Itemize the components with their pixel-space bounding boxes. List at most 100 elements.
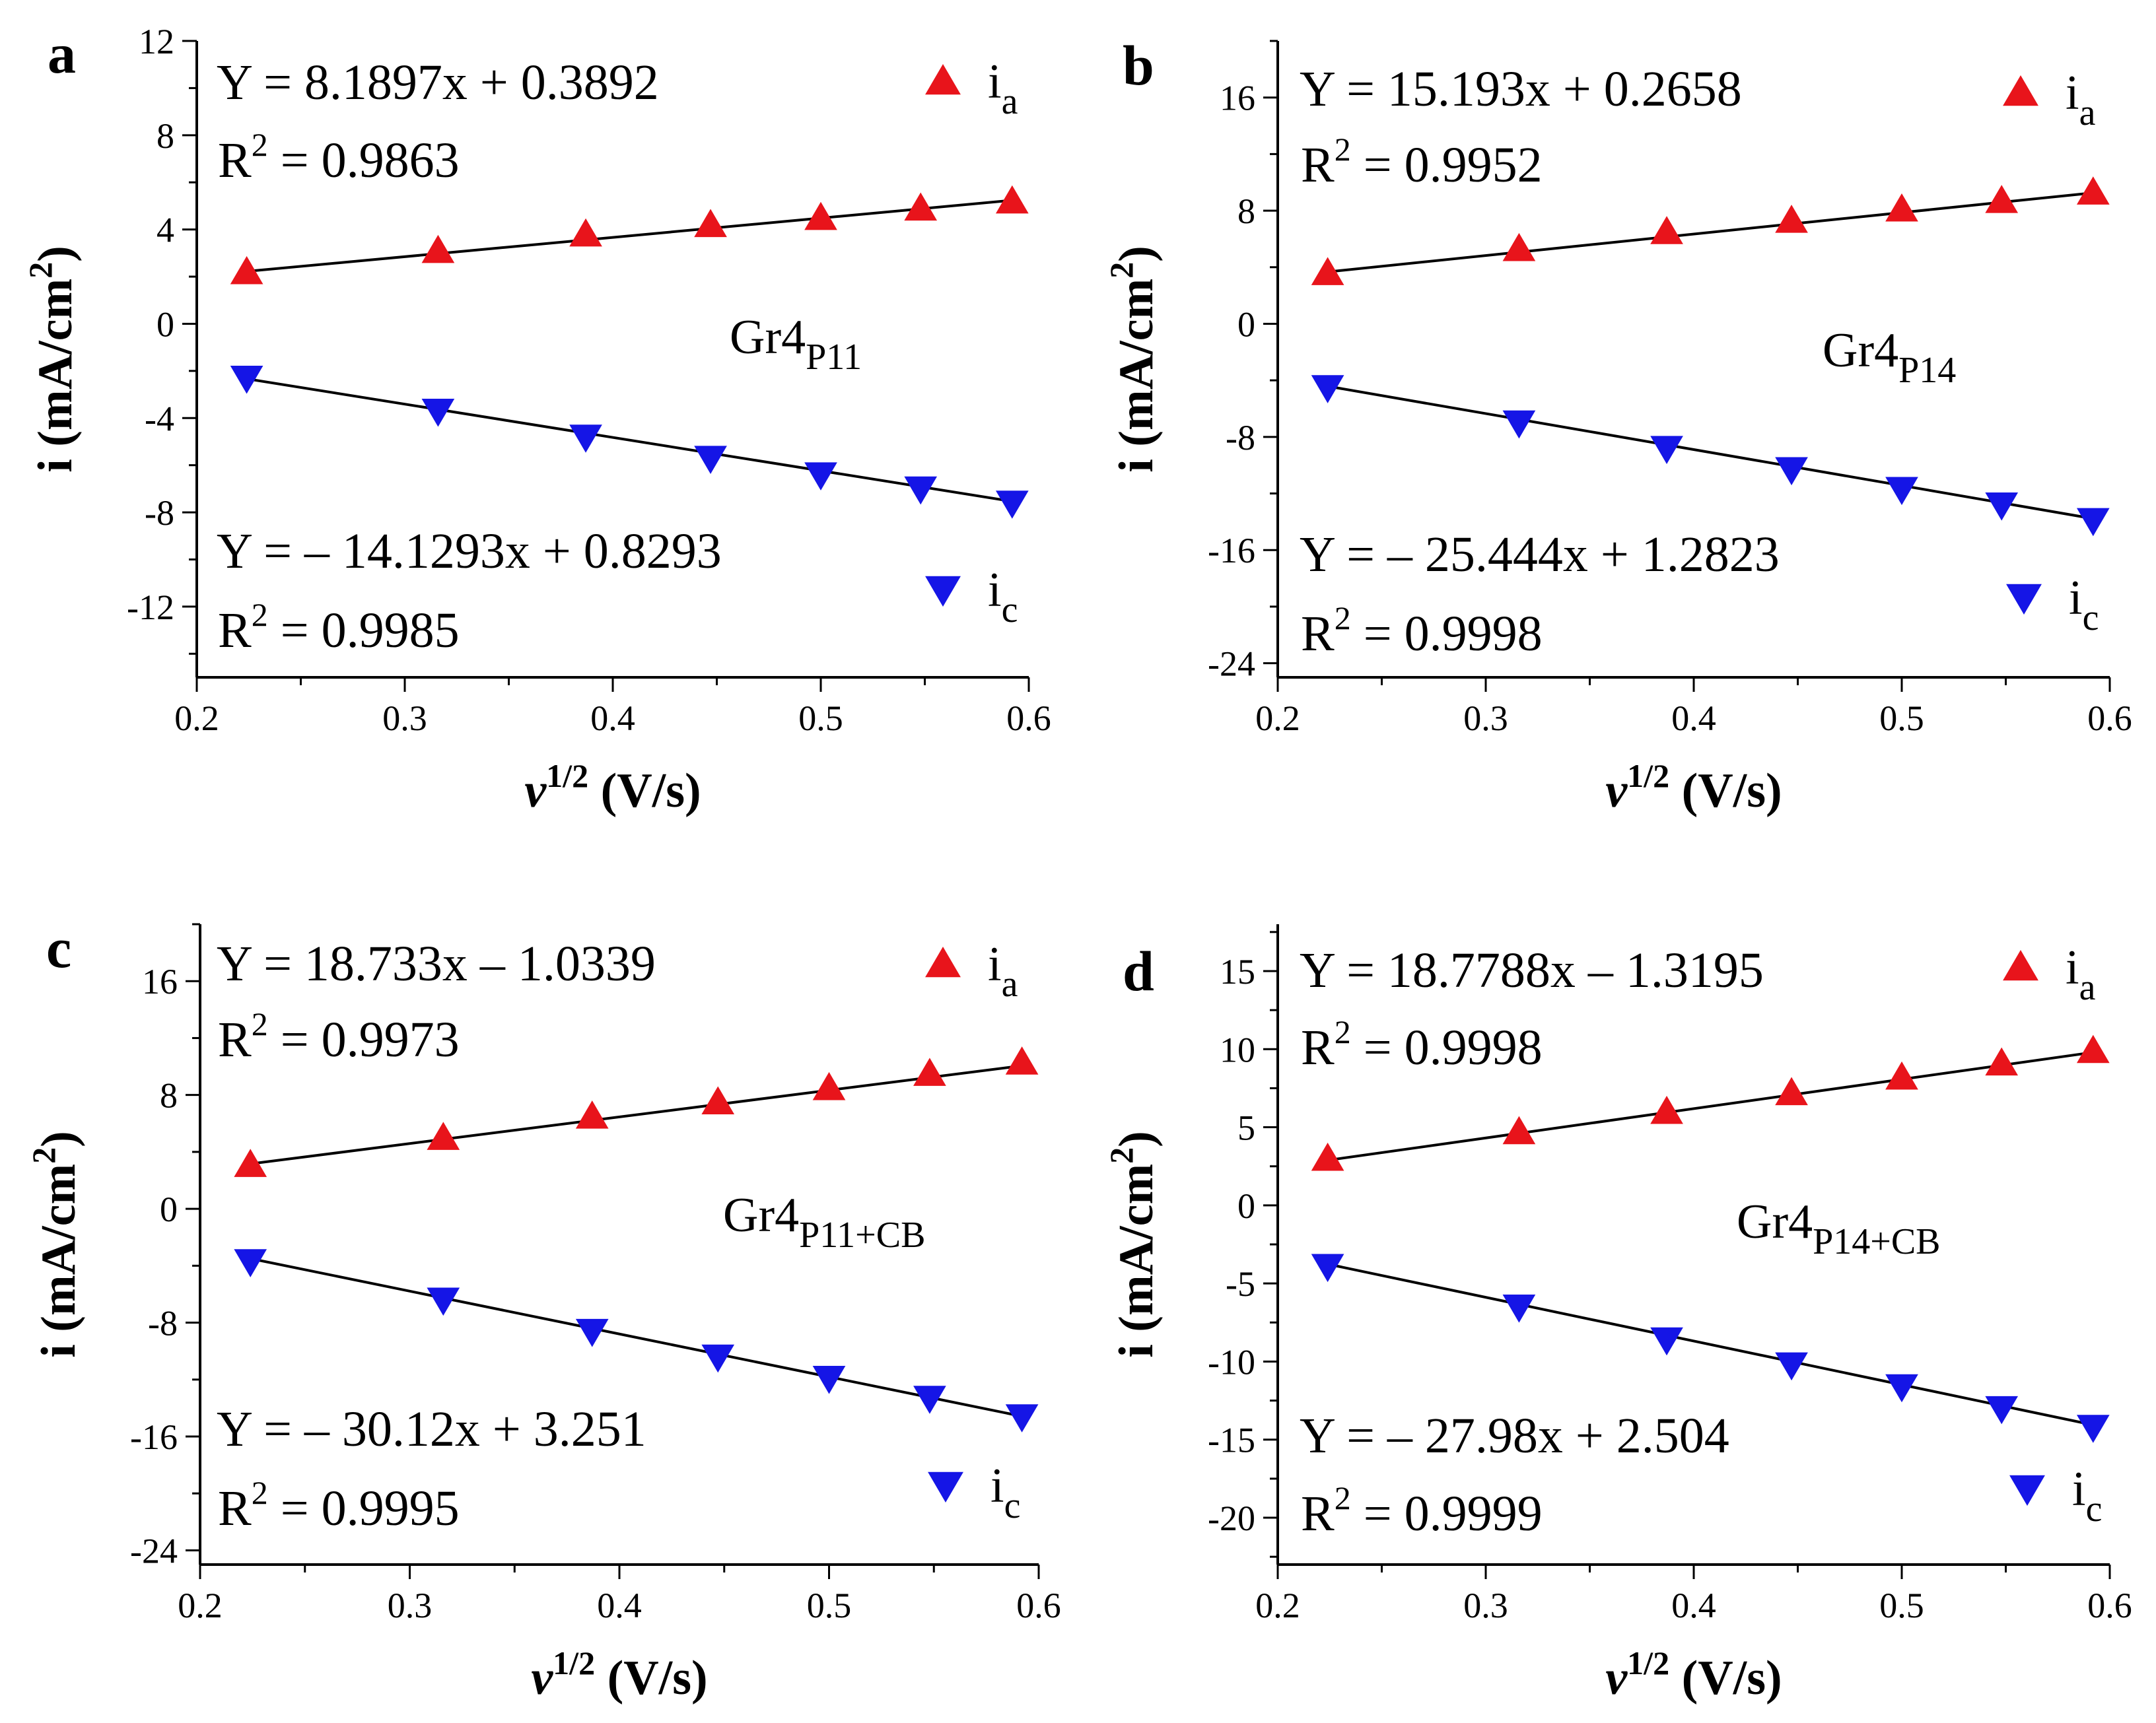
panel-letter: b bbox=[1123, 34, 1154, 97]
data-point-ic bbox=[421, 398, 455, 427]
x-axis-unit: (V/s) bbox=[1669, 1651, 1782, 1705]
equation-ic: Y = – 27.98x + 2.504 bbox=[1300, 1408, 1729, 1464]
r-superscript: 2 bbox=[1335, 599, 1351, 636]
data-point-ia bbox=[1502, 1116, 1536, 1145]
data-point-ia bbox=[569, 218, 602, 247]
r-superscript: 2 bbox=[252, 1005, 268, 1042]
legend-label-base: i bbox=[2066, 941, 2079, 995]
data-point-ic bbox=[701, 1344, 735, 1373]
data-point-ia bbox=[230, 255, 263, 285]
x-tick-label: 0.6 bbox=[2087, 1586, 2132, 1625]
data-point-ic bbox=[1005, 1404, 1039, 1433]
data-point-ia bbox=[1775, 205, 1808, 233]
sample-label-base: Gr4 bbox=[1823, 323, 1898, 378]
y-axis-main: i (mA/cm bbox=[1109, 279, 1164, 473]
y-axis-main: i (mA/cm bbox=[1109, 1164, 1164, 1358]
x-tick-label: 0.6 bbox=[1016, 1586, 1061, 1625]
y-axis-main: i (mA/cm bbox=[28, 279, 83, 473]
y-axis-main: i (mA/cm bbox=[32, 1164, 86, 1358]
x-axis-unit: (V/s) bbox=[588, 764, 701, 818]
y-tick-label: -12 bbox=[127, 588, 174, 627]
r-squared-ia: R2 = 0.9973 bbox=[218, 1005, 460, 1067]
sample-label: Gr4P11 bbox=[730, 310, 862, 378]
r-superscript: 2 bbox=[252, 126, 268, 163]
x-axis-symbol: v bbox=[531, 1651, 553, 1705]
r-symbol: R bbox=[1301, 1020, 1335, 1075]
x-tick-label: 0.6 bbox=[1006, 698, 1051, 738]
r-squared-ic: R2 = 0.9999 bbox=[1301, 1479, 1543, 1541]
r-squared-value: = 0.9999 bbox=[1351, 1486, 1543, 1541]
sample-label-base: Gr4 bbox=[1737, 1195, 1813, 1249]
data-point-ia bbox=[2076, 176, 2110, 205]
legend-label-base: i bbox=[988, 55, 1002, 109]
sample-label: Gr4P14+CB bbox=[1737, 1195, 1941, 1262]
y-tick-label: 8 bbox=[1237, 191, 1255, 231]
y-tick-label: 0 bbox=[1237, 1186, 1255, 1226]
data-point-ia bbox=[995, 185, 1029, 214]
data-point-ic bbox=[694, 446, 727, 474]
y-axis-superscript: 2 bbox=[25, 1147, 62, 1164]
data-point-ia bbox=[421, 234, 455, 263]
legend-marker-ic bbox=[928, 1471, 963, 1503]
fit-line-ia bbox=[250, 1064, 1022, 1165]
legend-marker-ia bbox=[925, 947, 961, 978]
fit-line-ic bbox=[1327, 385, 2094, 520]
data-point-ic bbox=[812, 1366, 846, 1394]
x-axis-title: v1/2 (V/s) bbox=[524, 757, 701, 818]
r-superscript: 2 bbox=[252, 596, 268, 633]
data-point-ic bbox=[575, 1318, 609, 1347]
x-axis-superscript: 1/2 bbox=[553, 1644, 595, 1681]
data-point-ic bbox=[1502, 1295, 1536, 1323]
x-tick-label: 0.5 bbox=[807, 1586, 852, 1625]
x-axis-unit: (V/s) bbox=[1669, 764, 1782, 818]
data-point-ia bbox=[812, 1071, 846, 1100]
legend-marker-ic bbox=[2006, 584, 2042, 615]
x-axis-superscript: 1/2 bbox=[1627, 757, 1669, 794]
data-point-ic bbox=[913, 1386, 946, 1414]
sample-label-subscript: P11+CB bbox=[799, 1215, 925, 1256]
legend-label-subscript: c bbox=[1002, 590, 1018, 630]
data-point-ic bbox=[904, 476, 938, 505]
y-tick-label: -24 bbox=[1208, 644, 1255, 684]
data-point-ia bbox=[1005, 1046, 1039, 1075]
r-squared-ic: R2 = 0.9998 bbox=[1301, 599, 1543, 661]
y-tick-label: 12 bbox=[139, 22, 174, 61]
x-tick-label: 0.5 bbox=[798, 698, 843, 738]
data-point-ic bbox=[1311, 1254, 1344, 1283]
equation-ia: Y = 8.1897x + 0.3892 bbox=[217, 55, 659, 110]
r-squared-ia: R2 = 0.9952 bbox=[1301, 131, 1543, 193]
r-squared-ic: R2 = 0.9995 bbox=[218, 1474, 460, 1536]
y-tick-label: -16 bbox=[1208, 531, 1255, 570]
sample-label-subscript: P11 bbox=[806, 337, 862, 378]
x-axis-symbol: v bbox=[524, 764, 547, 818]
data-point-ic bbox=[1775, 1352, 1808, 1381]
y-tick-label: -24 bbox=[130, 1531, 178, 1571]
x-axis-unit: (V/s) bbox=[595, 1651, 708, 1705]
data-point-ic bbox=[569, 424, 602, 453]
y-tick-label: 10 bbox=[1220, 1030, 1255, 1069]
panel-letter: d bbox=[1123, 939, 1154, 1003]
x-axis-title: v1/2 (V/s) bbox=[1605, 1644, 1782, 1705]
y-tick-label: 0 bbox=[160, 1190, 178, 1229]
r-squared-value: = 0.9973 bbox=[268, 1012, 460, 1067]
r-symbol: R bbox=[218, 1481, 252, 1536]
y-tick-label: -8 bbox=[148, 1304, 178, 1343]
data-point-ia bbox=[1885, 193, 1918, 222]
legend-label-ic: ic bbox=[2069, 571, 2099, 638]
x-tick-label: 0.3 bbox=[382, 698, 427, 738]
data-point-ia bbox=[701, 1086, 735, 1115]
r-squared-value: = 0.9863 bbox=[268, 133, 460, 188]
x-tick-label: 0.2 bbox=[1255, 698, 1300, 738]
equation-ia: Y = 15.193x + 0.2658 bbox=[1300, 61, 1742, 117]
y-axis-close: ) bbox=[28, 246, 83, 262]
legend-label-base: i bbox=[2072, 1462, 2086, 1516]
y-axis-close: ) bbox=[32, 1131, 86, 1147]
data-point-ia bbox=[1650, 216, 1683, 244]
x-tick-label: 0.2 bbox=[178, 1586, 223, 1625]
data-point-ic bbox=[1885, 477, 1918, 506]
r-squared-value: = 0.9998 bbox=[1351, 1020, 1543, 1075]
y-axis-superscript: 2 bbox=[1103, 262, 1140, 279]
y-tick-label: -16 bbox=[130, 1417, 178, 1457]
x-axis-symbol: v bbox=[1605, 1651, 1628, 1705]
legend-marker-ic bbox=[2009, 1475, 2045, 1506]
